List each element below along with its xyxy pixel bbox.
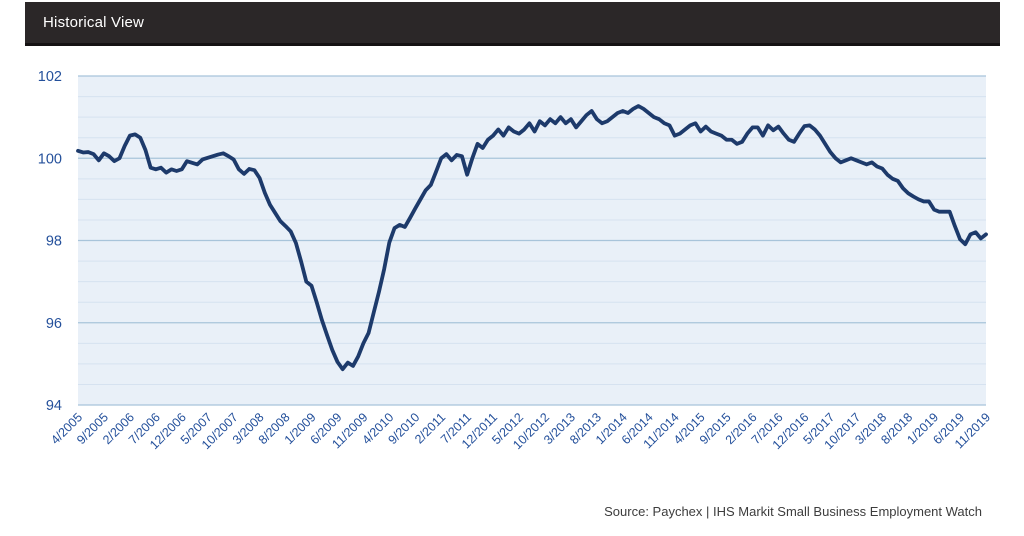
x-axis-labels: 4/20059/20052/20067/200612/20065/200710/… [48, 410, 993, 452]
svg-text:102: 102 [38, 69, 62, 85]
svg-text:98: 98 [46, 234, 62, 250]
series-line [76, 104, 988, 372]
chart-header-bar: Historical View [25, 2, 1000, 46]
y-axis-labels: 94 96 98 100 102 [38, 69, 62, 414]
svg-text:100: 100 [38, 151, 62, 167]
svg-text:94: 94 [46, 398, 62, 414]
source-attribution: Source: Paychex | IHS Markit Small Busin… [604, 504, 982, 519]
y-grid-minor [78, 96, 986, 385]
chart-title: Historical View [43, 14, 145, 31]
svg-text:96: 96 [46, 316, 62, 332]
